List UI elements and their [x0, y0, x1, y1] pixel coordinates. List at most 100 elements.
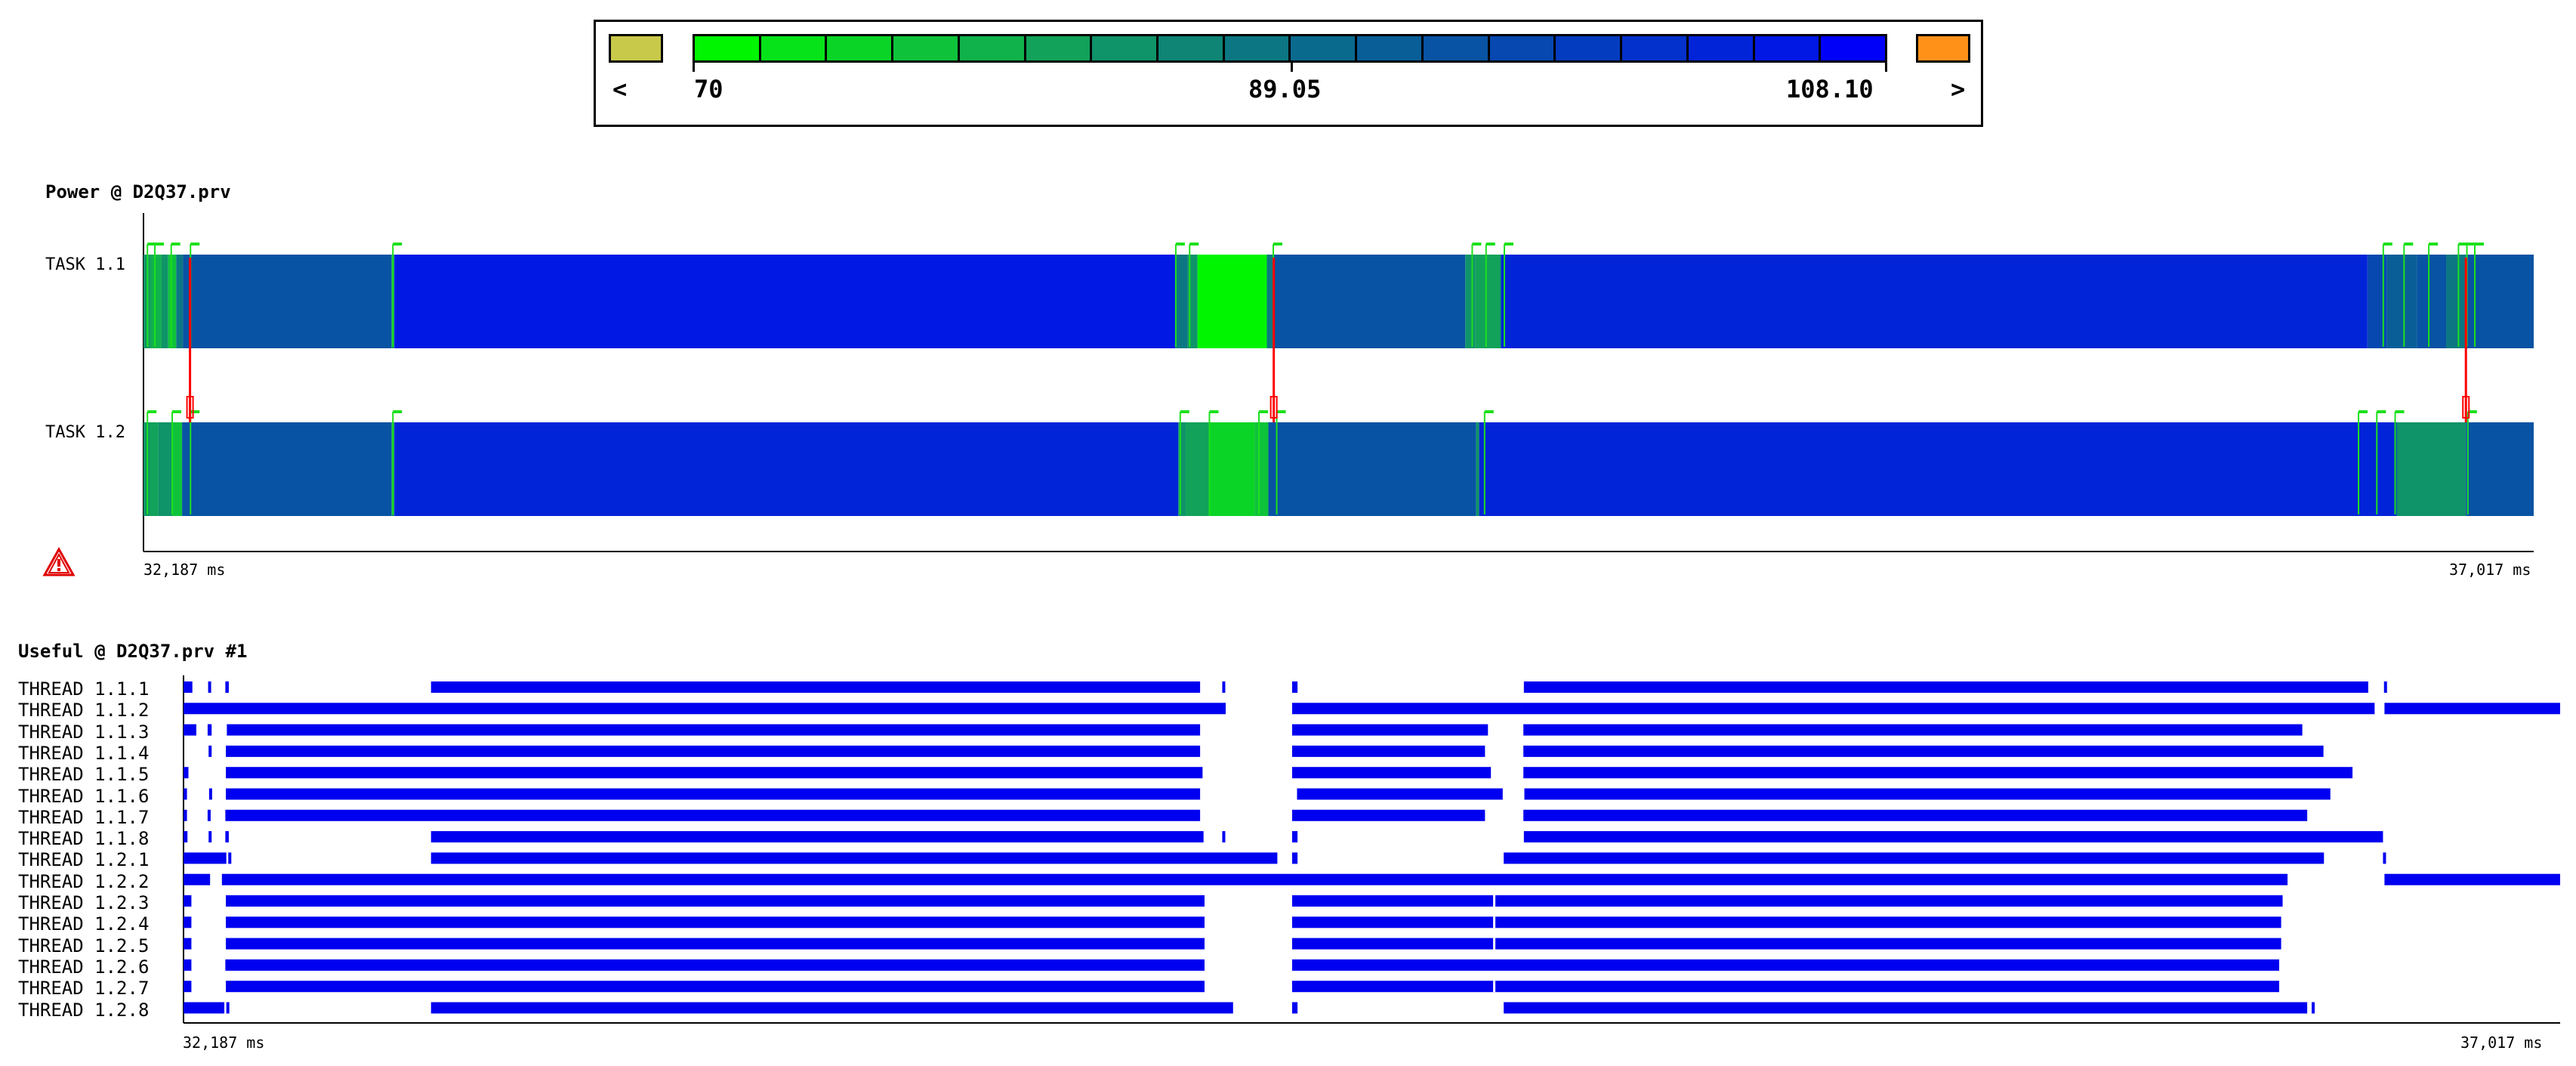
useful-burst[interactable] — [1523, 831, 2383, 843]
useful-burst[interactable] — [184, 852, 227, 864]
power-segment[interactable] — [150, 422, 159, 516]
useful-burst[interactable] — [184, 681, 193, 693]
power-event-flag[interactable] — [2457, 243, 2468, 347]
power-segment[interactable] — [1501, 255, 2368, 348]
power-event-flag[interactable] — [2358, 410, 2368, 514]
useful-burst[interactable] — [208, 831, 212, 843]
useful-tick[interactable] — [207, 809, 211, 821]
useful-burst[interactable] — [1291, 895, 2283, 907]
warning-icon[interactable] — [42, 546, 76, 577]
useful-burst[interactable] — [1504, 852, 2325, 864]
power-event-flag[interactable] — [170, 243, 180, 347]
useful-tick[interactable] — [2311, 1002, 2315, 1014]
power-segment[interactable] — [182, 422, 392, 516]
power-event-flag[interactable] — [1471, 243, 1482, 347]
useful-burst[interactable] — [184, 767, 189, 779]
useful-burst[interactable] — [1523, 681, 2368, 693]
useful-burst[interactable] — [184, 703, 1226, 715]
useful-burst[interactable] — [184, 809, 187, 821]
power-event-flag[interactable] — [2403, 243, 2414, 347]
useful-burst[interactable] — [225, 831, 229, 843]
power-segment[interactable] — [1479, 422, 2397, 516]
power-segment[interactable] — [1273, 255, 1466, 348]
useful-burst[interactable] — [225, 809, 1201, 821]
power-segment[interactable] — [172, 422, 183, 516]
power-segment[interactable] — [2466, 255, 2534, 348]
useful-burst[interactable] — [228, 852, 232, 864]
useful-burst[interactable] — [225, 788, 1201, 800]
useful-burst[interactable] — [184, 959, 192, 971]
power-segment[interactable] — [1268, 422, 1476, 516]
power-event-flag[interactable] — [2376, 410, 2386, 514]
useful-burst[interactable] — [184, 1002, 225, 1014]
power-segment[interactable] — [158, 422, 173, 516]
useful-burst[interactable] — [1523, 767, 2353, 779]
useful-burst[interactable] — [225, 959, 1205, 971]
power-segment[interactable] — [161, 255, 168, 348]
power-segment[interactable] — [1475, 255, 1501, 348]
power-event-flag[interactable] — [190, 410, 200, 514]
useful-burst[interactable] — [221, 873, 2288, 885]
power-event-flag[interactable] — [1504, 243, 1514, 347]
useful-burst[interactable] — [184, 788, 187, 800]
useful-burst[interactable] — [1291, 831, 1298, 843]
useful-burst[interactable] — [1291, 981, 2279, 993]
useful-burst[interactable] — [184, 938, 192, 950]
useful-tick[interactable] — [207, 724, 211, 736]
useful-burst[interactable] — [208, 788, 212, 800]
power-event-flag[interactable] — [1189, 243, 1199, 347]
useful-burst[interactable] — [184, 831, 188, 843]
useful-burst[interactable] — [184, 873, 211, 885]
power-segment[interactable] — [1266, 255, 1274, 348]
useful-burst[interactable] — [1291, 745, 1485, 757]
power-segment[interactable] — [1254, 422, 1269, 516]
power-event-flag[interactable] — [2382, 243, 2392, 347]
useful-burst[interactable] — [1291, 938, 2281, 950]
power-event-flag[interactable] — [1483, 410, 1494, 514]
power-communication-line[interactable] — [1269, 258, 1278, 422]
useful-burst[interactable] — [225, 745, 1201, 757]
useful-burst[interactable] — [226, 1002, 230, 1014]
useful-burst[interactable] — [2383, 681, 2387, 693]
power-event-flag[interactable] — [154, 243, 165, 347]
useful-burst[interactable] — [1291, 852, 1298, 864]
useful-burst[interactable] — [1523, 724, 2303, 736]
power-segment[interactable] — [1178, 422, 1186, 516]
power-segment[interactable] — [176, 255, 184, 348]
useful-burst[interactable] — [1297, 788, 1503, 800]
useful-burst[interactable] — [225, 681, 229, 693]
power-segment[interactable] — [143, 255, 149, 348]
power-segment[interactable] — [1186, 422, 1209, 516]
power-segment[interactable] — [1175, 255, 1188, 348]
power-event-flag[interactable] — [171, 410, 182, 514]
useful-burst[interactable] — [184, 981, 192, 993]
useful-burst[interactable] — [2384, 703, 2560, 715]
useful-burst[interactable] — [1523, 809, 2308, 821]
power-event-flag[interactable] — [392, 243, 403, 347]
useful-burst[interactable] — [1291, 681, 1298, 693]
power-event-flag[interactable] — [2394, 410, 2405, 514]
power-event-flag[interactable] — [2474, 243, 2485, 347]
useful-burst[interactable] — [2383, 852, 2386, 864]
power-segment[interactable] — [2396, 422, 2466, 516]
power-segment[interactable] — [151, 255, 162, 348]
useful-burst[interactable] — [1222, 831, 1226, 843]
useful-burst[interactable] — [430, 681, 1201, 693]
power-segment[interactable] — [148, 255, 152, 348]
useful-burst[interactable] — [430, 1002, 1233, 1014]
useful-burst[interactable] — [430, 852, 1278, 864]
useful-burst[interactable] — [208, 681, 211, 693]
power-event-flag[interactable] — [1174, 243, 1185, 347]
useful-burst[interactable] — [1291, 809, 1485, 821]
useful-burst[interactable] — [225, 916, 1205, 929]
power-segment[interactable] — [1197, 255, 1267, 348]
useful-burst[interactable] — [1504, 1002, 2308, 1014]
power-segment[interactable] — [1476, 422, 1479, 516]
useful-burst[interactable] — [1291, 724, 1489, 736]
power-event-flag[interactable] — [392, 410, 403, 514]
useful-burst[interactable] — [1291, 767, 1492, 779]
power-segment[interactable] — [2386, 255, 2417, 348]
useful-burst[interactable] — [1524, 788, 2331, 800]
